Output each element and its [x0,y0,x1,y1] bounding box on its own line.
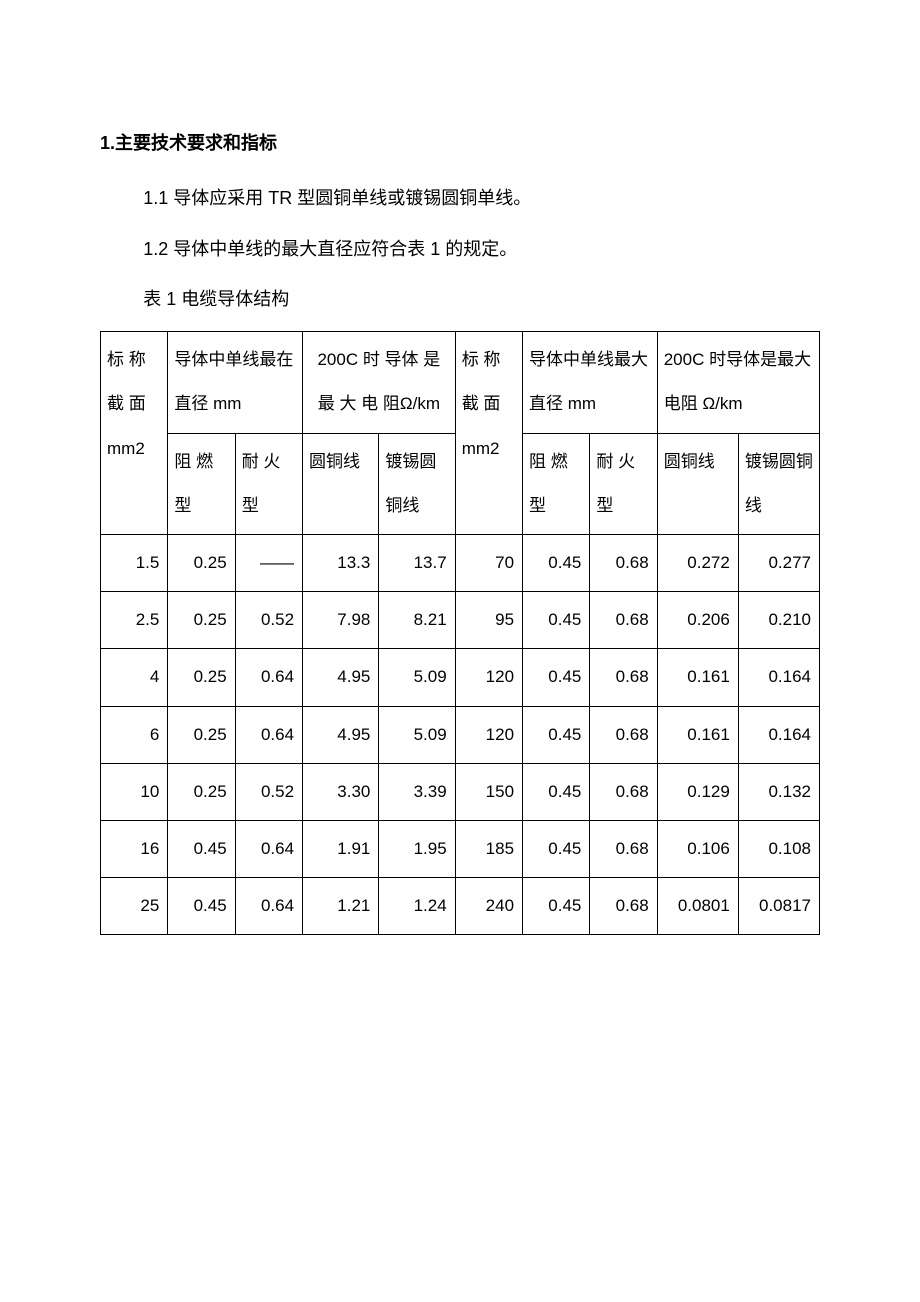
header-fire-resistant-2: 耐 火型 [590,433,657,534]
table-cell: 0.106 [657,820,738,877]
table-row: 100.250.523.303.391500.450.680.1290.132 [101,763,820,820]
table-cell: 13.7 [379,534,455,591]
header-flame-retardant-1: 阻 燃型 [168,433,235,534]
table-cell: 120 [455,706,522,763]
table-cell: 4 [101,649,168,706]
table-cell: 1.91 [303,820,379,877]
table-cell: 16 [101,820,168,877]
header-round-copper-2: 圆铜线 [657,433,738,534]
table-cell: 6 [101,706,168,763]
table-caption: 表 1 电缆导体结构 [100,276,820,323]
table-cell: 95 [455,592,522,649]
table-cell: 0.45 [523,534,590,591]
table-cell: 0.68 [590,706,657,763]
table-cell: 1.5 [101,534,168,591]
table-cell: 0.64 [235,878,302,935]
table-cell: 0.68 [590,878,657,935]
table-cell: 0.68 [590,534,657,591]
table-cell: 0.64 [235,649,302,706]
table-cell: 0.25 [168,534,235,591]
table-cell: —— [235,534,302,591]
table-cell: 0.68 [590,820,657,877]
header-tinned-copper-1: 镀锡圆铜线 [379,433,455,534]
table-cell: 0.25 [168,706,235,763]
table-cell: 3.39 [379,763,455,820]
table-cell: 2.5 [101,592,168,649]
table-cell: 0.0817 [738,878,819,935]
header-fire-resistant-1: 耐 火型 [235,433,302,534]
table-cell: 1.24 [379,878,455,935]
table-cell: 0.161 [657,706,738,763]
table-cell: 0.45 [523,763,590,820]
header-max-diameter-1: 导体中单线最在直径 mm [168,332,303,433]
table-cell: 185 [455,820,522,877]
table-cell: 0.64 [235,820,302,877]
table-cell: 0.129 [657,763,738,820]
header-tinned-copper-2: 镀锡圆铜线 [738,433,819,534]
table-header-row-1: 标 称截 面mm2 导体中单线最在直径 mm 200C 时 导体 是 最 大 电… [101,332,820,433]
table-cell: 0.206 [657,592,738,649]
table-cell: 0.164 [738,706,819,763]
table-cell: 0.277 [738,534,819,591]
table-cell: 1.95 [379,820,455,877]
paragraph-1: 1.1 导体应采用 TR 型圆铜单线或镀锡圆铜单线。 [100,175,820,222]
table-cell: 10 [101,763,168,820]
table-cell: 8.21 [379,592,455,649]
table-cell: 1.21 [303,878,379,935]
table-cell: 0.0801 [657,878,738,935]
header-section-area: 标 称截 面mm2 [101,332,168,535]
section-heading: 1.主要技术要求和指标 [100,120,820,167]
table-cell: 0.68 [590,763,657,820]
table-cell: 0.132 [738,763,819,820]
header-flame-retardant-2: 阻 燃型 [523,433,590,534]
table-cell: 0.68 [590,649,657,706]
table-cell: 0.68 [590,592,657,649]
paragraph-2: 1.2 导体中单线的最大直径应符合表 1 的规定。 [100,226,820,273]
table-cell: 0.272 [657,534,738,591]
header-section-area-2: 标 称截 面mm2 [455,332,522,535]
table-cell: 0.108 [738,820,819,877]
table-cell: 13.3 [303,534,379,591]
header-max-diameter-2: 导体中单线最大直径 mm [523,332,658,433]
header-round-copper-1: 圆铜线 [303,433,379,534]
table-cell: 0.45 [523,820,590,877]
table-row: 1.50.25——13.313.7700.450.680.2720.277 [101,534,820,591]
table-cell: 7.98 [303,592,379,649]
header-resistance-2: 200C 时导体是最大电阻 Ω/km [657,332,819,433]
table-cell: 0.45 [168,878,235,935]
table-cell: 0.25 [168,592,235,649]
table-cell: 4.95 [303,706,379,763]
table-cell: 0.45 [523,592,590,649]
table-cell: 0.64 [235,706,302,763]
table-cell: 0.52 [235,592,302,649]
table-cell: 150 [455,763,522,820]
table-cell: 0.161 [657,649,738,706]
table-row: 160.450.641.911.951850.450.680.1060.108 [101,820,820,877]
table-cell: 4.95 [303,649,379,706]
table-row: 60.250.644.955.091200.450.680.1610.164 [101,706,820,763]
table-cell: 70 [455,534,522,591]
table-row: 40.250.644.955.091200.450.680.1610.164 [101,649,820,706]
cable-structure-table: 标 称截 面mm2 导体中单线最在直径 mm 200C 时 导体 是 最 大 电… [100,331,820,935]
table-row: 2.50.250.527.988.21950.450.680.2060.210 [101,592,820,649]
table-cell: 0.45 [523,706,590,763]
table-cell: 240 [455,878,522,935]
table-cell: 0.45 [168,820,235,877]
table-row: 250.450.641.211.242400.450.680.08010.081… [101,878,820,935]
table-cell: 0.52 [235,763,302,820]
table-cell: 5.09 [379,649,455,706]
table-cell: 0.210 [738,592,819,649]
table-cell: 120 [455,649,522,706]
table-cell: 3.30 [303,763,379,820]
table-cell: 25 [101,878,168,935]
table-cell: 0.45 [523,878,590,935]
table-cell: 0.25 [168,649,235,706]
table-cell: 0.164 [738,649,819,706]
table-cell: 0.25 [168,763,235,820]
table-cell: 0.45 [523,649,590,706]
header-resistance-1: 200C 时 导体 是 最 大 电 阻Ω/km [303,332,456,433]
table-cell: 5.09 [379,706,455,763]
